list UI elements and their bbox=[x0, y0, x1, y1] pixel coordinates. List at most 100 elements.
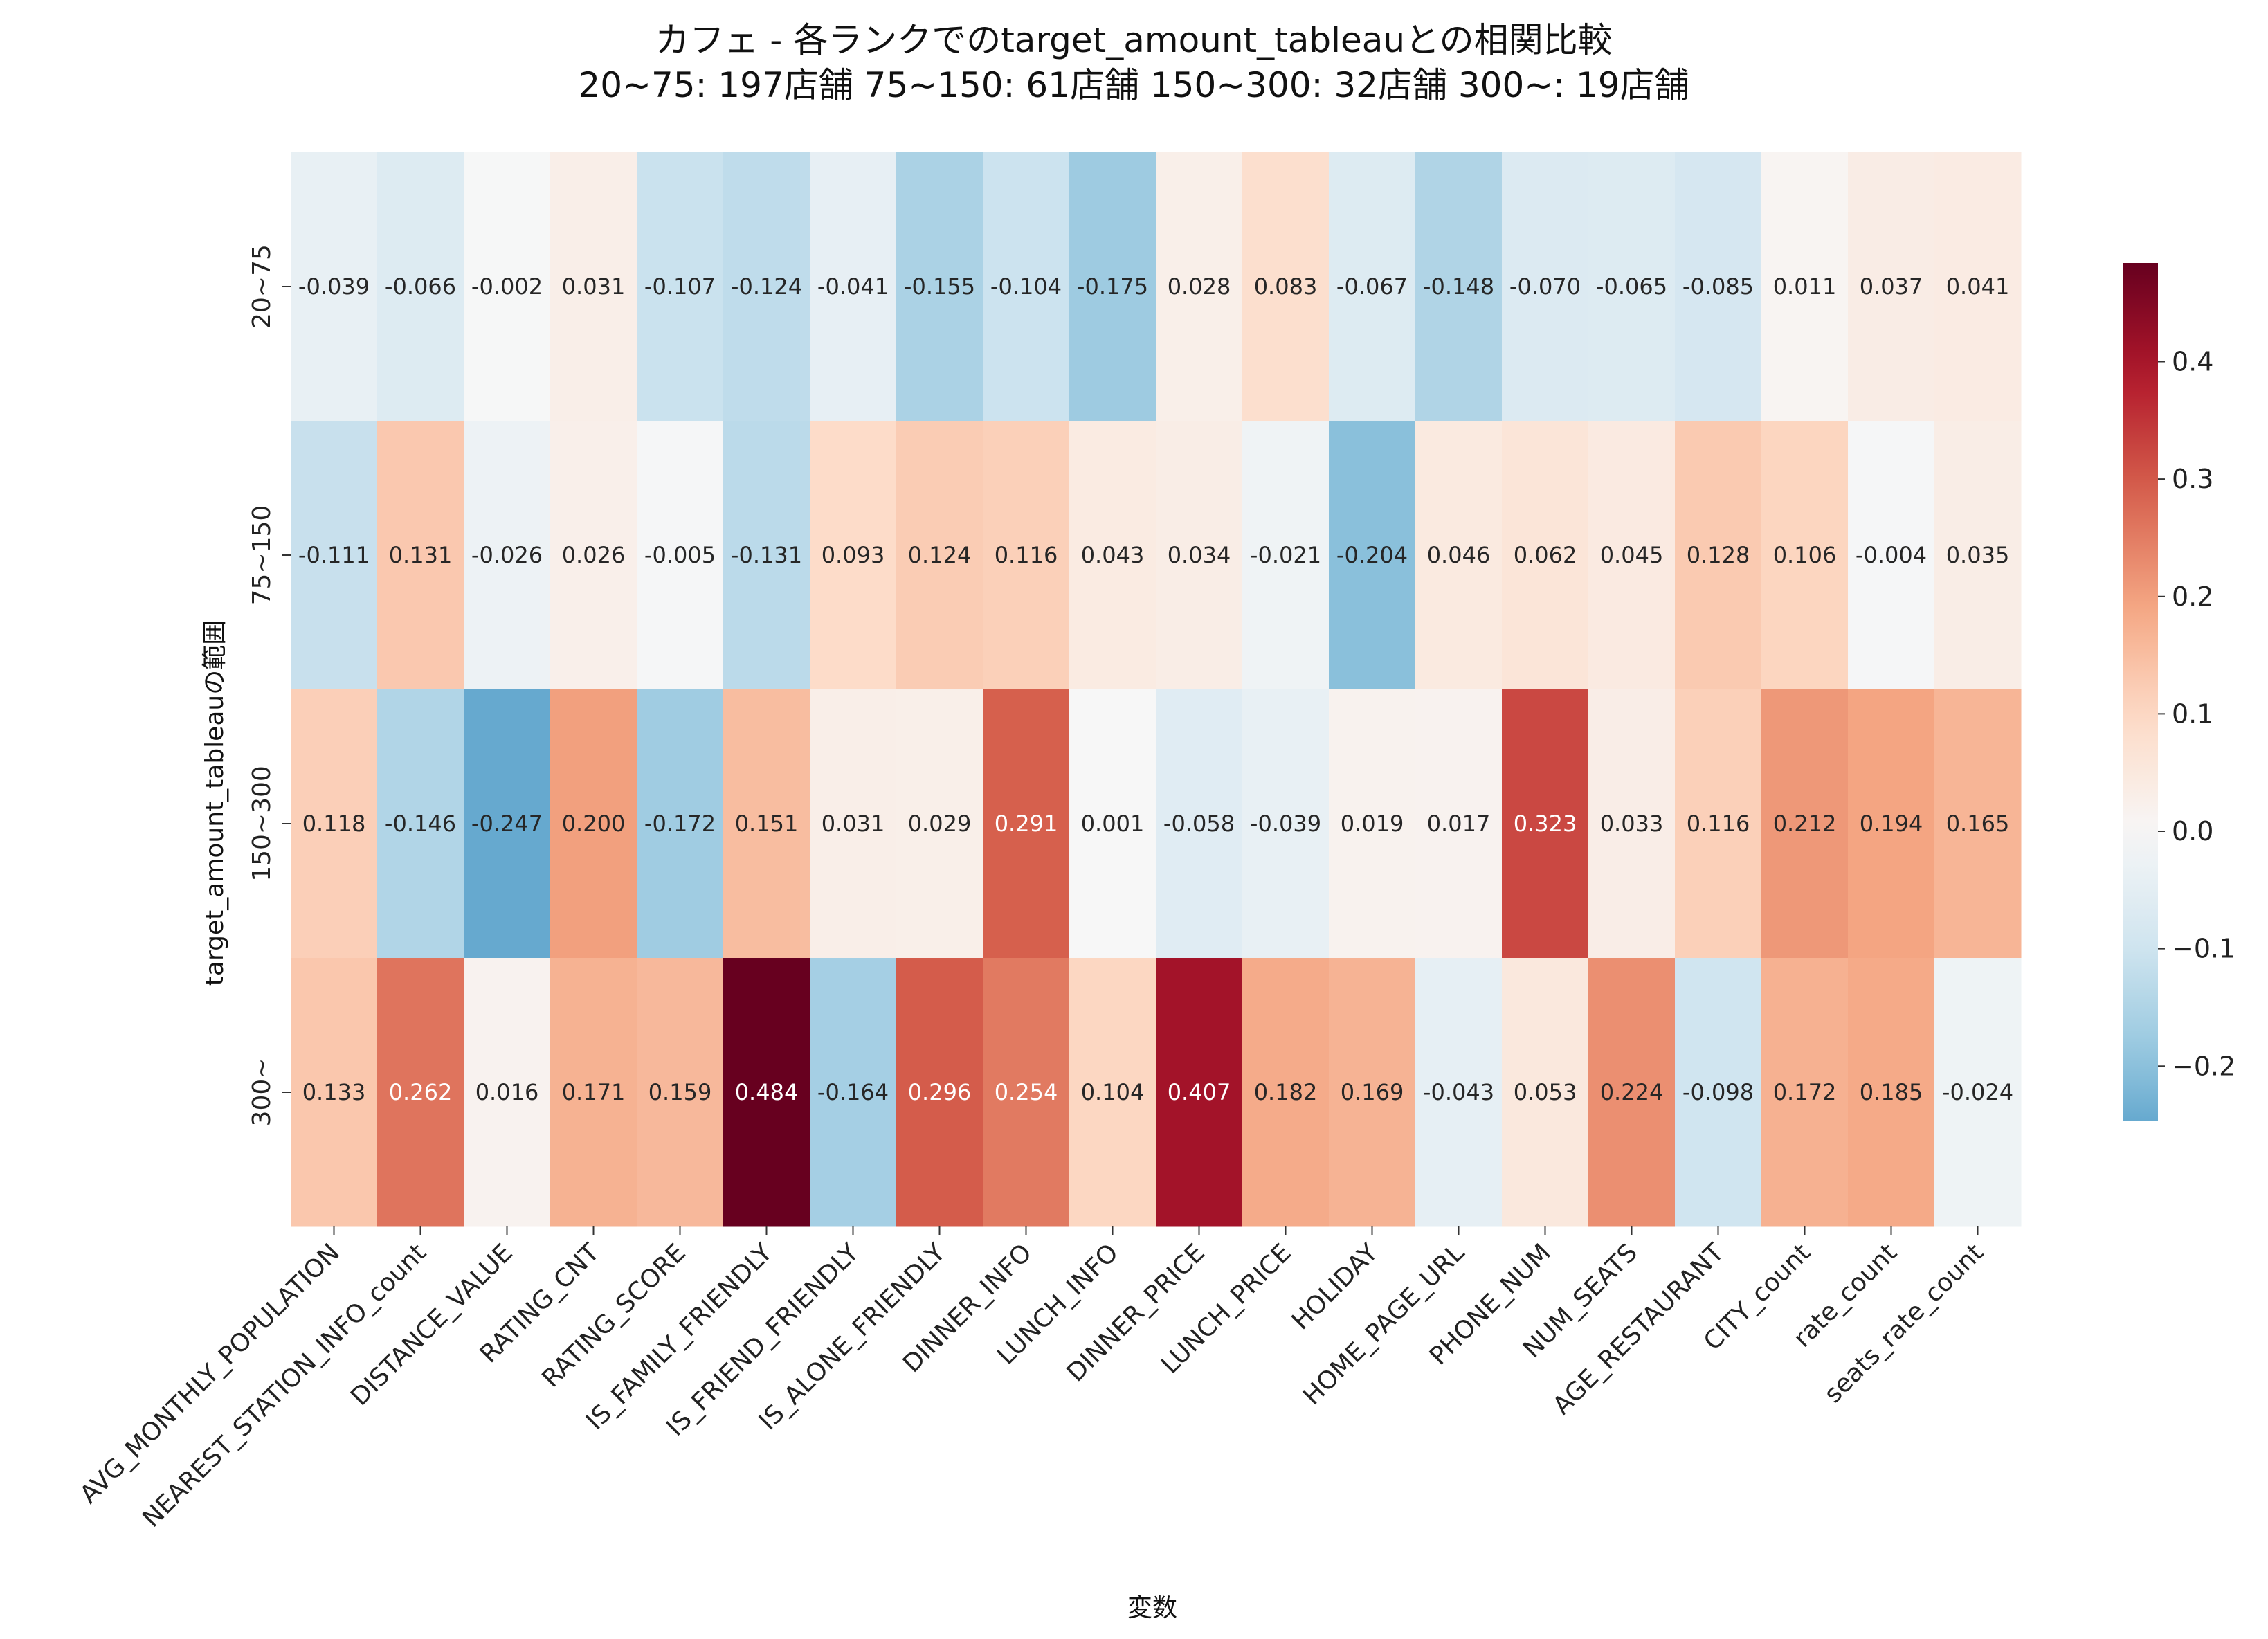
heatmap-cell bbox=[1848, 689, 1935, 959]
cell-value-label: 0.017 bbox=[1427, 811, 1491, 837]
heatmap-cell bbox=[723, 421, 810, 690]
heatmap-cell bbox=[1502, 152, 1589, 422]
colorbar-tick-label: 0.3 bbox=[2172, 464, 2213, 494]
heatmap-cell bbox=[464, 421, 551, 690]
cell-value-label: -0.043 bbox=[1423, 1079, 1494, 1105]
cell-value-label: -0.204 bbox=[1336, 542, 1408, 568]
y-axis-label: target_amount_tableauの範囲 bbox=[201, 620, 229, 986]
x-tick-label: AGE_RESTAURANT bbox=[1548, 1238, 1730, 1420]
heatmap-cell bbox=[1588, 152, 1676, 422]
cell-value-label: -0.164 bbox=[817, 1079, 889, 1105]
cell-value-label: 0.037 bbox=[1860, 273, 1923, 300]
heatmap-cell bbox=[1934, 421, 2022, 690]
cell-value-label: 0.296 bbox=[908, 1079, 972, 1105]
cell-value-label: -0.124 bbox=[731, 273, 802, 300]
cell-value-label: -0.058 bbox=[1163, 811, 1235, 837]
cell-value-label: -0.067 bbox=[1336, 273, 1408, 300]
cell-value-label: 0.172 bbox=[1773, 1079, 1837, 1105]
heatmap-cell bbox=[810, 421, 897, 690]
heatmap-cell bbox=[637, 689, 724, 959]
heatmap-cell bbox=[1761, 958, 1849, 1227]
cell-value-label: -0.107 bbox=[644, 273, 716, 300]
y-axis-ticks: 20~75 75~150 150~300 300~ bbox=[248, 244, 291, 1126]
cell-value-label: -0.155 bbox=[904, 273, 975, 300]
cell-value-label: 0.185 bbox=[1860, 1079, 1923, 1105]
heatmap-cell bbox=[1588, 421, 1676, 690]
cell-value-label: -0.146 bbox=[385, 811, 456, 837]
cell-value-label: -0.066 bbox=[385, 273, 456, 300]
colorbar bbox=[2123, 263, 2158, 1121]
cell-value-label: 0.169 bbox=[1341, 1079, 1404, 1105]
heatmap-cell bbox=[1156, 152, 1243, 422]
cell-value-label: 0.182 bbox=[1254, 1079, 1318, 1105]
heatmap-cell bbox=[723, 152, 810, 422]
heatmap-cell bbox=[1502, 689, 1589, 959]
heatmap-cell bbox=[1848, 152, 1935, 422]
heatmap-cell bbox=[1848, 958, 1935, 1227]
heatmap-cell bbox=[550, 421, 637, 690]
cell-value-label: -0.021 bbox=[1250, 542, 1321, 568]
heatmap-cell bbox=[1588, 689, 1676, 959]
cell-value-label: -0.004 bbox=[1856, 542, 1927, 568]
heatmap-cell bbox=[1675, 958, 1762, 1227]
colorbar-tick-label: 0.1 bbox=[2172, 698, 2213, 729]
cell-value-label: 0.106 bbox=[1773, 542, 1837, 568]
cell-value-label: 0.159 bbox=[648, 1079, 712, 1105]
cell-value-label: -0.070 bbox=[1509, 273, 1581, 300]
heatmap-cell bbox=[550, 958, 637, 1227]
heatmap-cell bbox=[1761, 421, 1849, 690]
heatmap-cell bbox=[637, 421, 724, 690]
cell-value-label: 0.224 bbox=[1600, 1079, 1664, 1105]
heatmap-cell bbox=[1415, 421, 1503, 690]
heatmap-cell bbox=[810, 689, 897, 959]
cell-value-label: 0.011 bbox=[1773, 273, 1837, 300]
cell-labels: -0.039 -0.066 -0.002 0.031 -0.107 -0.124 -0.04… bbox=[298, 273, 2013, 1105]
heatmap-cell bbox=[983, 152, 1070, 422]
cell-value-label: 0.031 bbox=[822, 811, 885, 837]
cell-value-label: 0.028 bbox=[1168, 273, 1231, 300]
x-axis-ticks: AVG_MONTHLY_POPULATIONNEAREST_STATION_IN… bbox=[75, 1226, 1989, 1533]
cell-value-label: -0.247 bbox=[471, 811, 543, 837]
heatmap-cell bbox=[1934, 958, 2022, 1227]
y-tick-label: 300~ bbox=[248, 1058, 276, 1127]
cell-value-label: -0.148 bbox=[1423, 273, 1494, 300]
cell-value-label: 0.484 bbox=[735, 1079, 799, 1105]
heatmap-cell bbox=[1069, 152, 1156, 422]
cell-value-label: 0.053 bbox=[1514, 1079, 1577, 1105]
heatmap-cell bbox=[1242, 958, 1330, 1227]
heatmap-cell bbox=[377, 689, 464, 959]
heatmap-cell bbox=[1156, 958, 1243, 1227]
cell-value-label: 0.062 bbox=[1514, 542, 1577, 568]
heatmap-cell bbox=[1588, 958, 1676, 1227]
cell-value-label: 0.128 bbox=[1687, 542, 1750, 568]
cell-value-label: -0.065 bbox=[1596, 273, 1667, 300]
heatmap-cell bbox=[464, 689, 551, 959]
heatmap-cell bbox=[896, 689, 983, 959]
heatmap-cell bbox=[550, 152, 637, 422]
x-tick-label: DISTANCE_VALUE bbox=[345, 1238, 518, 1411]
cell-value-label: 0.200 bbox=[562, 811, 626, 837]
heatmap-cell bbox=[723, 958, 810, 1227]
cell-value-label: 0.131 bbox=[389, 542, 453, 568]
cell-value-label: 0.116 bbox=[1687, 811, 1750, 837]
cell-value-label: -0.172 bbox=[644, 811, 716, 837]
heatmap-cell bbox=[1502, 421, 1589, 690]
x-tick-label: HOME_PAGE_URL bbox=[1298, 1238, 1470, 1411]
heatmap-cell bbox=[1675, 421, 1762, 690]
cell-value-label: 0.034 bbox=[1168, 542, 1231, 568]
heatmap-cell bbox=[1848, 421, 1935, 690]
heatmap-cell bbox=[550, 689, 637, 959]
heatmap-cell bbox=[1069, 421, 1156, 690]
cell-value-label: 0.118 bbox=[302, 811, 366, 837]
heatmap-cell bbox=[291, 421, 378, 690]
cell-value-label: 0.026 bbox=[562, 542, 626, 568]
cell-value-label: -0.039 bbox=[298, 273, 370, 300]
colorbar-tick-label: −0.2 bbox=[2172, 1051, 2235, 1081]
heatmap-cell bbox=[1761, 689, 1849, 959]
heatmap-cell bbox=[1329, 689, 1416, 959]
cell-value-label: 0.165 bbox=[1946, 811, 2010, 837]
cell-value-label: 0.323 bbox=[1514, 811, 1577, 837]
colorbar-tick-label: 0.0 bbox=[2172, 816, 2213, 846]
cell-value-label: 0.031 bbox=[562, 273, 626, 300]
